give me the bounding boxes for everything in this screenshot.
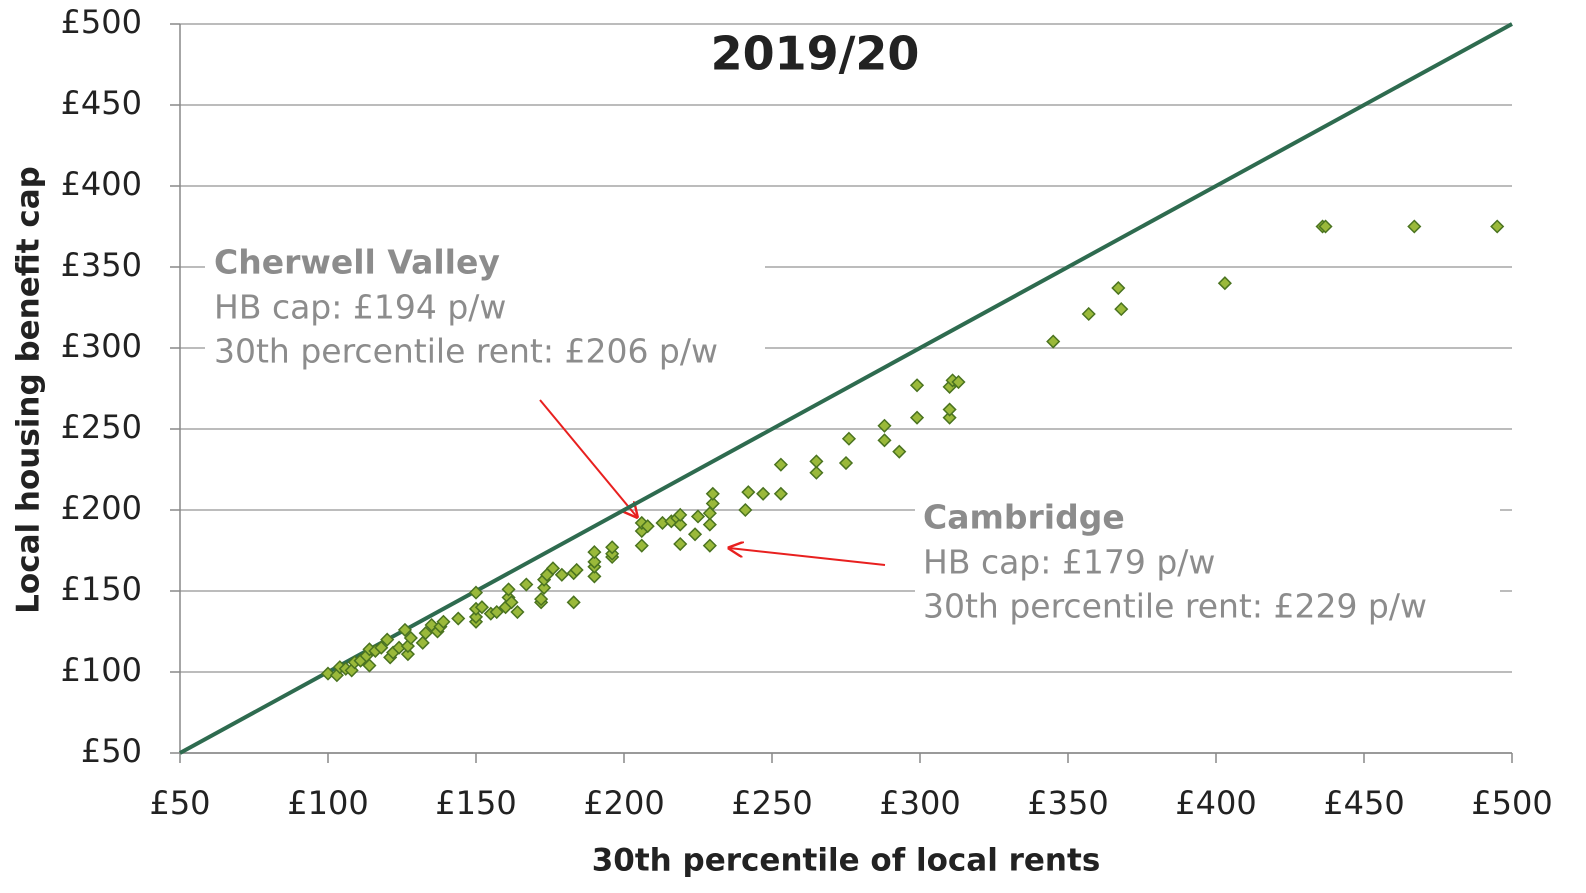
x-axis-label: 30th percentile of local rents — [592, 843, 1101, 879]
point — [673, 517, 688, 532]
point — [838, 455, 854, 471]
point — [640, 519, 655, 534]
y-tick-label: £200 — [61, 489, 142, 527]
point — [554, 567, 569, 582]
point — [380, 632, 395, 647]
point — [587, 545, 602, 560]
point — [702, 517, 717, 532]
point — [451, 611, 466, 626]
point — [418, 626, 433, 641]
point — [951, 374, 966, 390]
point — [1046, 334, 1061, 349]
point — [909, 378, 925, 393]
point — [773, 457, 788, 472]
point — [489, 604, 504, 620]
point — [1490, 219, 1505, 234]
point — [673, 536, 688, 552]
x-tick-label: £200 — [583, 784, 664, 822]
x-tick-label: £100 — [287, 784, 368, 822]
point — [909, 410, 925, 425]
point — [374, 640, 389, 655]
point — [537, 580, 552, 595]
y-tick-label: £350 — [61, 246, 142, 284]
point — [756, 486, 771, 501]
point — [741, 485, 756, 500]
point — [877, 418, 892, 433]
point — [942, 402, 957, 417]
annotation-title: Cherwell Valley — [214, 243, 500, 282]
point — [690, 509, 706, 524]
x-tick-label: £400 — [1175, 784, 1256, 822]
y-tick-label: £100 — [61, 651, 142, 689]
point — [1217, 276, 1232, 291]
point — [1114, 302, 1129, 317]
point — [1407, 219, 1422, 234]
point — [519, 577, 534, 592]
point — [634, 538, 649, 553]
y-tick-label: £500 — [61, 3, 142, 41]
point — [468, 585, 484, 600]
y-tick-label: £400 — [61, 165, 142, 203]
point — [362, 658, 377, 673]
point — [320, 666, 336, 681]
point — [892, 444, 907, 459]
point — [587, 569, 602, 584]
point — [705, 496, 720, 511]
point — [397, 622, 413, 637]
point — [687, 527, 703, 542]
point — [1111, 280, 1126, 296]
annotation-title: Cambridge — [923, 498, 1125, 537]
y-tick-label: £300 — [61, 327, 142, 365]
x-tick-label: £350 — [1027, 784, 1108, 822]
point — [501, 582, 516, 597]
x-tick-label: £300 — [879, 784, 960, 822]
annotation-line: HB cap: £194 p/w — [214, 288, 506, 327]
chart-title: 2019/20 — [711, 27, 920, 81]
x-tick-label: £500 — [1471, 784, 1552, 822]
point — [738, 502, 753, 518]
annotation-arrow — [729, 548, 886, 566]
point — [504, 595, 519, 610]
y-tick-label: £50 — [81, 732, 142, 770]
point — [841, 431, 857, 446]
point — [468, 609, 484, 624]
point — [942, 410, 957, 425]
y-tick-label: £250 — [61, 408, 142, 446]
point — [436, 614, 451, 629]
annotation-line: 30th percentile rent: £229 p/w — [923, 587, 1427, 626]
point — [545, 561, 561, 576]
x-tick-label: £250 — [731, 784, 812, 822]
point — [510, 604, 525, 620]
point — [474, 600, 489, 615]
point — [809, 465, 824, 480]
point — [400, 647, 415, 662]
point — [1081, 306, 1096, 322]
point — [403, 630, 418, 646]
point — [673, 507, 688, 522]
point — [773, 486, 788, 501]
annotation-line: HB cap: £179 p/w — [923, 543, 1215, 582]
point — [587, 554, 602, 569]
y-axis-label: Local housing benefit cap — [11, 166, 47, 614]
y-tick-label: £150 — [61, 570, 142, 608]
point — [566, 595, 581, 610]
point — [534, 592, 549, 607]
annotation-bg — [915, 495, 1500, 633]
point — [1318, 219, 1333, 234]
y-tick-label: £450 — [61, 84, 142, 122]
x-tick-label: £150 — [435, 784, 516, 822]
x-tick-label: £50 — [149, 784, 210, 822]
point — [809, 454, 824, 469]
point — [605, 540, 620, 555]
annotation-bg — [205, 238, 765, 378]
point — [569, 562, 584, 578]
annotation-arrow — [539, 399, 637, 517]
point — [705, 486, 720, 501]
point — [877, 433, 892, 448]
point — [702, 538, 717, 553]
x-tick-label: £450 — [1323, 784, 1404, 822]
annotation-line: 30th percentile rent: £206 p/w — [214, 332, 718, 371]
